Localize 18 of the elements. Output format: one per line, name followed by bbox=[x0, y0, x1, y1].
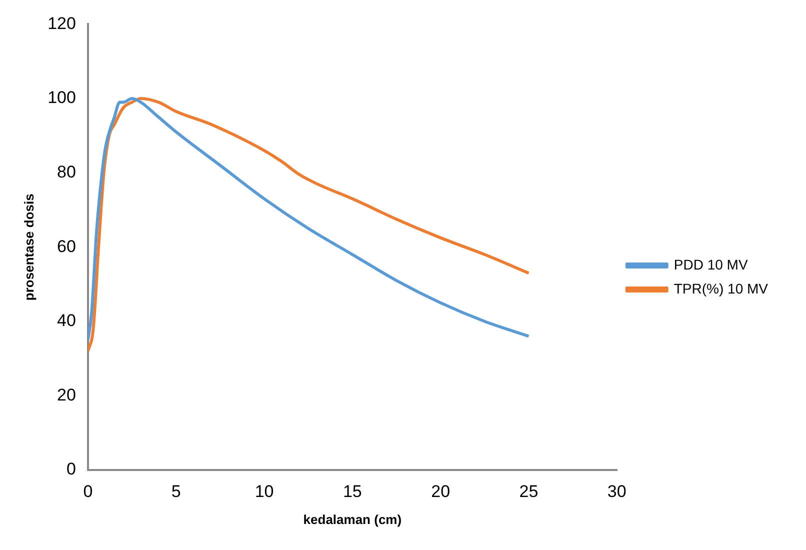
y-tick-label: 120 bbox=[48, 14, 76, 33]
x-tick-label: 30 bbox=[607, 482, 626, 501]
x-tick-label: 10 bbox=[254, 482, 274, 501]
x-tick-label: 5 bbox=[171, 482, 181, 501]
y-tick-label: 60 bbox=[57, 236, 76, 256]
x-tick-label: 0 bbox=[83, 482, 93, 501]
legend-label: PDD 10 MV bbox=[674, 256, 748, 272]
y-axis-title: prosentase dosis bbox=[21, 194, 36, 301]
y-tick-label: 20 bbox=[57, 385, 76, 404]
y-tick-label: 80 bbox=[57, 162, 76, 182]
legend-label: TPR(%) 10 MV bbox=[674, 280, 769, 296]
x-tick-label: 25 bbox=[519, 482, 538, 501]
x-tick-label: 20 bbox=[431, 482, 450, 501]
y-tick-label: 100 bbox=[48, 88, 76, 108]
x-tick-label: 15 bbox=[342, 482, 362, 501]
x-axis-title: kedalaman (cm) bbox=[303, 512, 402, 527]
y-tick-label: 40 bbox=[57, 311, 76, 330]
y-tick-label: 0 bbox=[66, 460, 76, 479]
